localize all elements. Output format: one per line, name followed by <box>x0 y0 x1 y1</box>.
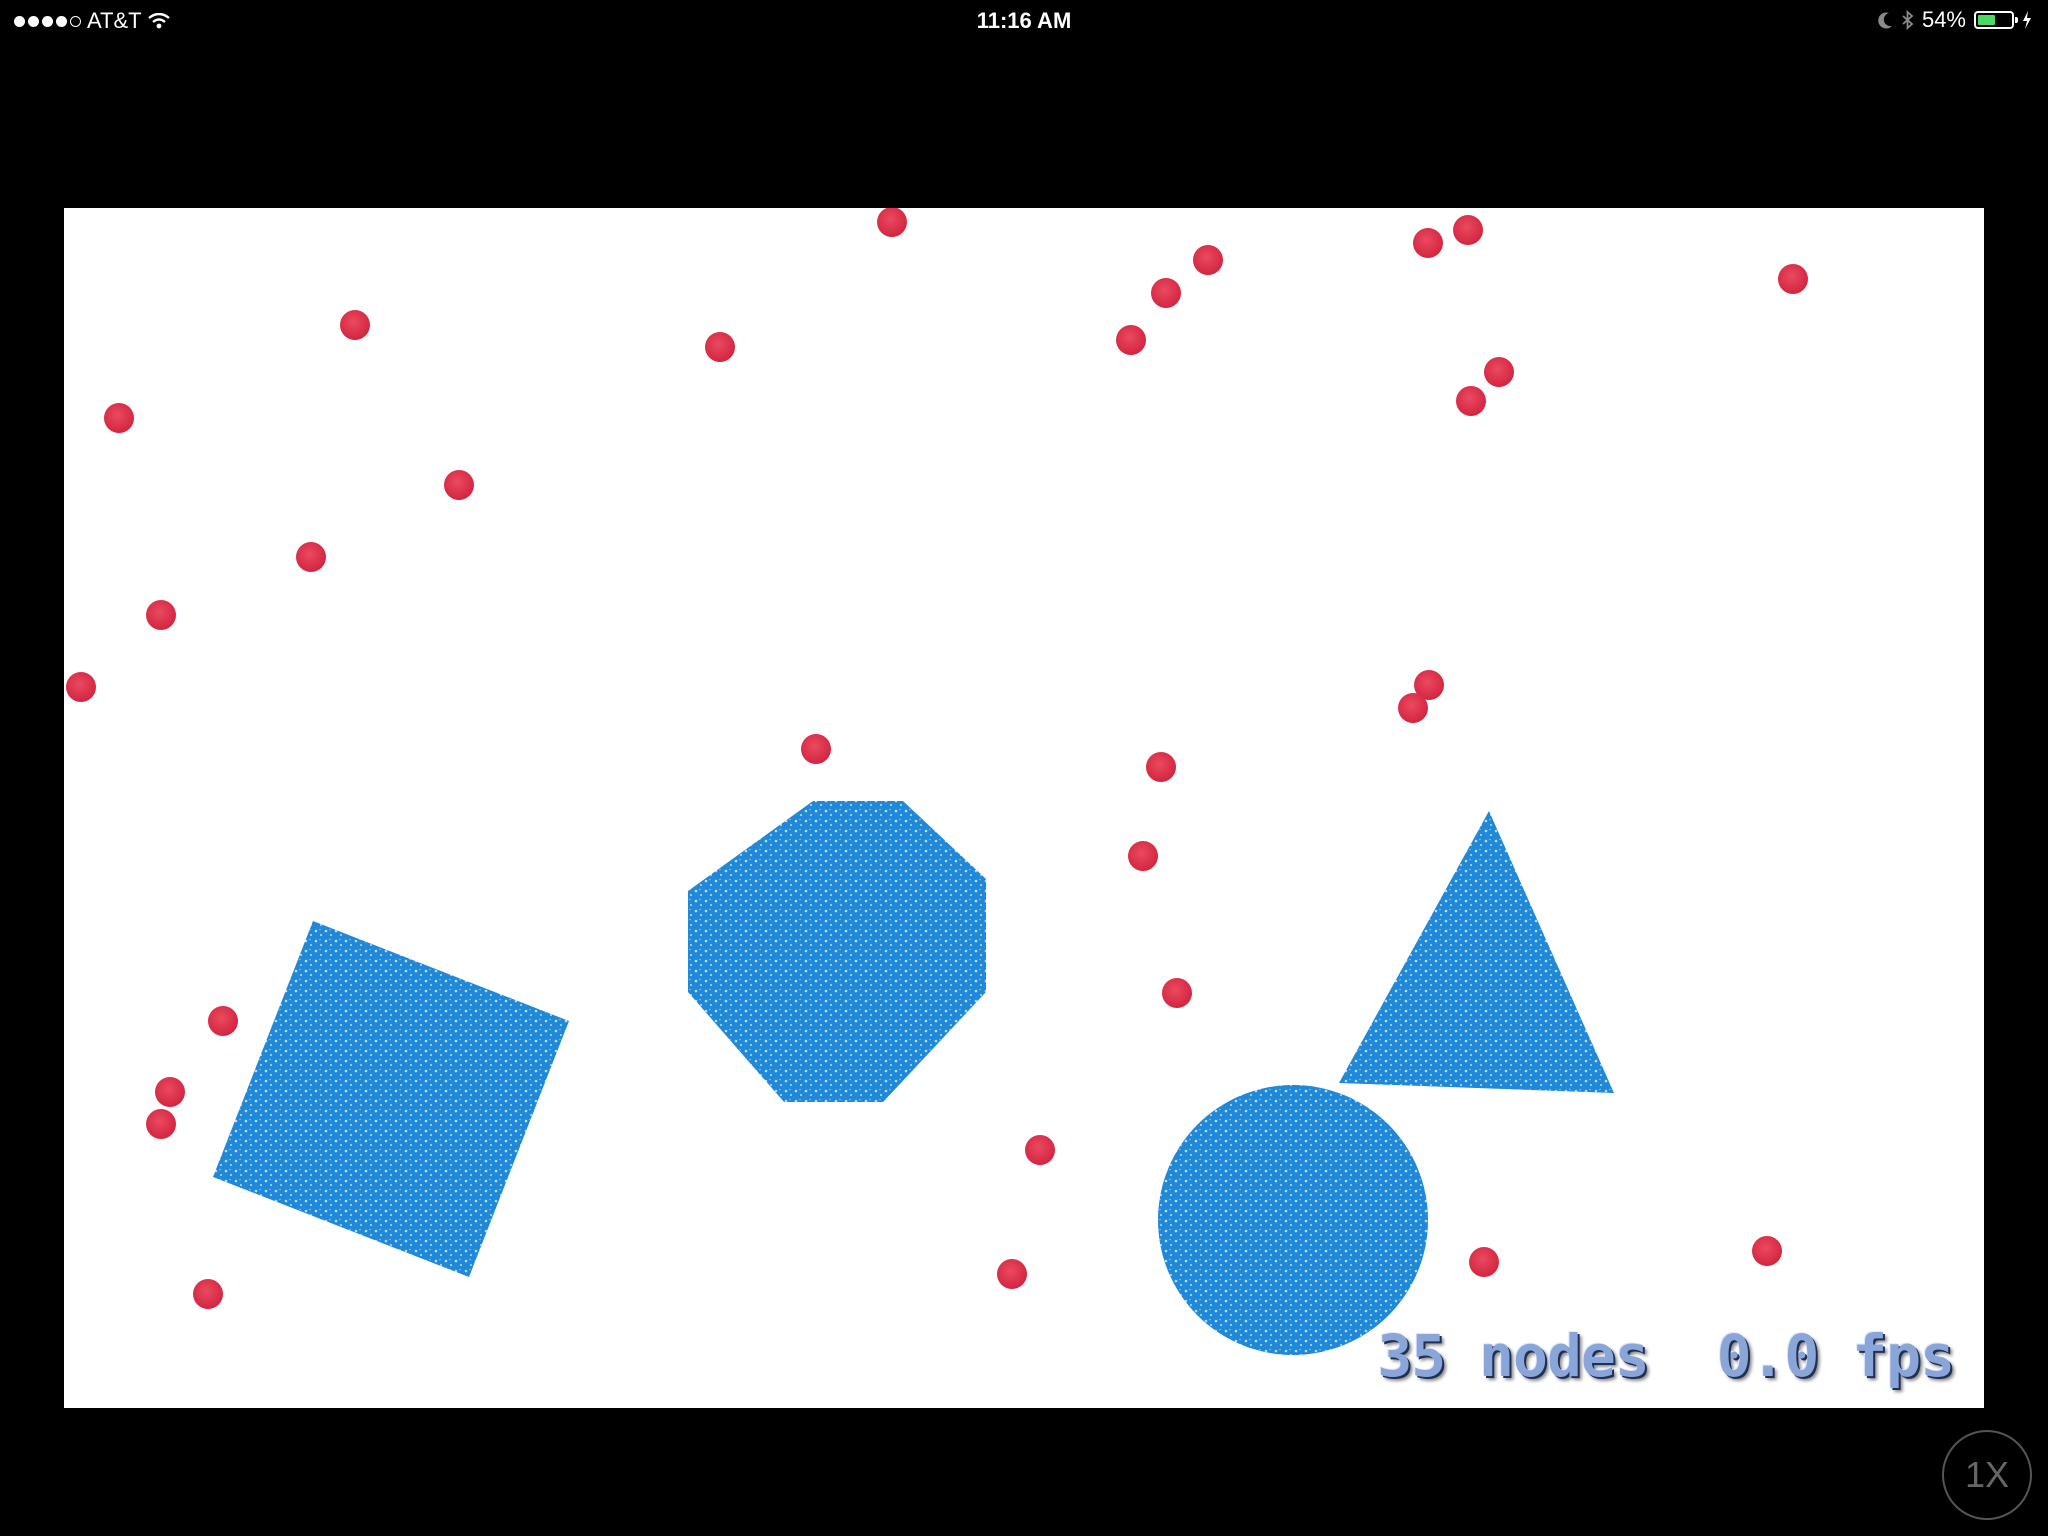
scene-canvas[interactable] <box>64 208 1984 1408</box>
triangle-shape[interactable] <box>1339 811 1614 1093</box>
clock: 11:16 AM <box>976 8 1072 33</box>
node-fps-counter: 35 nodes 0.0 fps <box>1377 1322 1955 1390</box>
battery-percent: 54% <box>1921 7 1966 32</box>
ball-node[interactable] <box>1398 693 1428 723</box>
ball-node[interactable] <box>1752 1236 1782 1266</box>
ball-node[interactable] <box>146 600 176 630</box>
ball-node[interactable] <box>155 1077 185 1107</box>
battery-level <box>1978 15 1996 25</box>
status-bar: AT&T 11:16 AM 54% <box>0 0 2048 40</box>
ball-node[interactable] <box>146 1109 176 1139</box>
status-right: 54% <box>1878 7 2032 33</box>
octagon-shape[interactable] <box>688 801 986 1102</box>
ball-node[interactable] <box>1469 1247 1499 1277</box>
ball-node[interactable] <box>1128 841 1158 871</box>
ball-node[interactable] <box>1025 1135 1055 1165</box>
battery-icon <box>1974 11 2018 29</box>
ball-node[interactable] <box>208 1006 238 1036</box>
playback-speed-button[interactable]: 1X <box>1942 1430 2032 1520</box>
signal-strength-icon <box>14 15 81 27</box>
wifi-icon <box>147 13 170 29</box>
ball-node[interactable] <box>1456 386 1486 416</box>
moon-icon <box>1878 12 1892 29</box>
circle-shape[interactable] <box>1158 1085 1428 1355</box>
ball-node[interactable] <box>1146 752 1176 782</box>
ball-node[interactable] <box>1778 264 1808 294</box>
ball-node[interactable] <box>877 208 907 237</box>
ball-node[interactable] <box>1116 325 1146 355</box>
ball-node[interactable] <box>1413 228 1443 258</box>
ball-node[interactable] <box>1162 978 1192 1008</box>
square-shape[interactable] <box>213 921 569 1277</box>
ball-node[interactable] <box>1453 215 1483 245</box>
shapes-layer <box>213 801 1614 1355</box>
ball-node[interactable] <box>801 734 831 764</box>
ball-node[interactable] <box>705 332 735 362</box>
carrier-label: AT&T <box>87 8 142 33</box>
charging-bolt-icon <box>2023 11 2031 29</box>
ball-node[interactable] <box>1484 357 1514 387</box>
ball-node[interactable] <box>296 542 326 572</box>
ball-node[interactable] <box>444 470 474 500</box>
status-left: AT&T <box>14 8 170 34</box>
balls-layer <box>66 208 1808 1309</box>
ball-node[interactable] <box>1151 278 1181 308</box>
ball-node[interactable] <box>193 1279 223 1309</box>
ball-node[interactable] <box>66 672 96 702</box>
ball-node[interactable] <box>1193 245 1223 275</box>
bluetooth-icon <box>1902 10 1914 30</box>
ball-node[interactable] <box>340 310 370 340</box>
game-scene[interactable]: 35 nodes 0.0 fps <box>64 208 1984 1408</box>
ball-node[interactable] <box>997 1259 1027 1289</box>
ball-node[interactable] <box>104 403 134 433</box>
ball-node[interactable] <box>1414 670 1444 700</box>
